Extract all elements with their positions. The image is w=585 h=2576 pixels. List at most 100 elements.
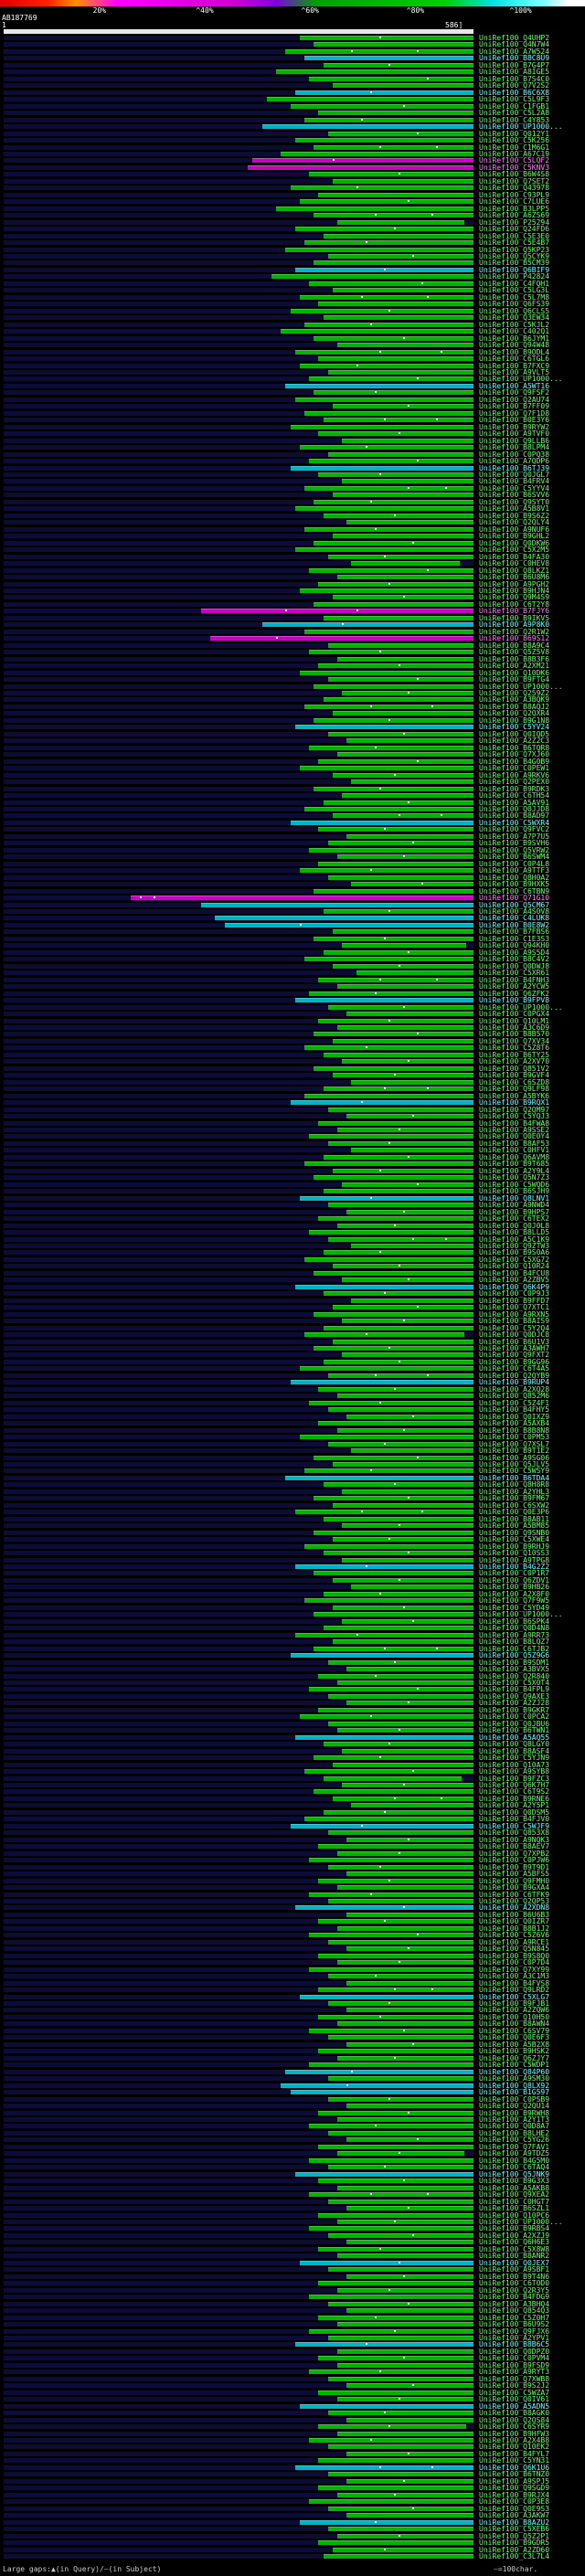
hit-label[interactable]: UniRef100_A5AV91: [479, 798, 550, 807]
hit-label[interactable]: UniRef100_Q43978: [479, 184, 550, 193]
hit-label[interactable]: UniRef100_B9ODL4: [479, 347, 550, 356]
hit-label[interactable]: UniRef100_B9S0A6: [479, 1248, 550, 1257]
hit-label[interactable]: UniRef100_A5BFS5: [479, 1870, 550, 1879]
hit-label[interactable]: UniRef100_B8AGK0: [479, 2409, 550, 2418]
alignment-bar[interactable]: [346, 2137, 473, 2143]
hit-label[interactable]: UniRef100_A9TTF3: [479, 866, 550, 875]
hit-label[interactable]: UniRef100_B9FPV8: [479, 996, 550, 1005]
alignment-bar[interactable]: [346, 1667, 473, 1672]
hit-label[interactable]: UniRef100_C5X2M5: [479, 546, 550, 555]
hit-label[interactable]: UniRef100_C5WDP1: [479, 2061, 550, 2070]
hit-label[interactable]: UniRef100_B4FNH3: [479, 975, 550, 984]
hit-label[interactable]: UniRef100_Q10EK2: [479, 2443, 550, 2452]
alignment-bar[interactable]: [318, 1953, 473, 1958]
hit-label[interactable]: UniRef100_B0E8W2: [479, 920, 550, 929]
hit-label[interactable]: UniRef100_B9HPS7: [479, 1207, 550, 1216]
hit-label[interactable]: UniRef100_C0PJW6: [479, 1856, 550, 1865]
alignment-bar[interactable]: [314, 540, 473, 546]
hit-label[interactable]: UniRef100_Q0DJC8: [479, 1330, 550, 1340]
hit-label[interactable]: UniRef100_Q5N7Z3: [479, 1173, 550, 1182]
hit-label[interactable]: UniRef100_UP1000...: [479, 122, 563, 132]
hit-label[interactable]: UniRef100_Q9FMH0: [479, 1876, 550, 1885]
hit-label[interactable]: UniRef100_B9RBS4: [479, 2224, 550, 2233]
hit-label[interactable]: UniRef100_B4FCU8: [479, 1268, 550, 1277]
alignment-bar[interactable]: [332, 1038, 473, 1044]
alignment-bar[interactable]: [303, 1769, 473, 1775]
hit-label[interactable]: UniRef100_Q6ZDV1: [479, 1575, 550, 1585]
alignment-bar[interactable]: [346, 2308, 473, 2314]
hit-label[interactable]: UniRef100_Q4UHP2: [479, 34, 550, 42]
alignment-bar[interactable]: [323, 1189, 473, 1194]
alignment-bar[interactable]: [303, 117, 473, 122]
hit-label[interactable]: UniRef100_Q94W48: [479, 341, 550, 350]
hit-label[interactable]: UniRef100_C5YD49: [479, 1603, 550, 1612]
alignment-bar[interactable]: [336, 1680, 473, 1685]
alignment-bar[interactable]: [314, 1612, 473, 1617]
hit-label[interactable]: UniRef100_A2Y5P1: [479, 1801, 550, 1810]
hit-label[interactable]: UniRef100_B7S4C0: [479, 74, 550, 83]
alignment-bar[interactable]: [342, 943, 467, 949]
hit-label[interactable]: UniRef100_C0PCA2: [479, 1712, 550, 1722]
alignment-bar[interactable]: [336, 2362, 473, 2368]
alignment-bar[interactable]: [318, 356, 473, 362]
alignment-bar[interactable]: [323, 1776, 463, 1781]
hit-label[interactable]: UniRef100_Q2R1W2: [479, 627, 550, 636]
alignment-bar[interactable]: [290, 1653, 473, 1659]
alignment-bar[interactable]: [323, 615, 473, 620]
alignment-bar[interactable]: [130, 896, 473, 901]
hit-label[interactable]: UniRef100_C6SZD8: [479, 1077, 550, 1087]
alignment-bar[interactable]: [309, 172, 473, 177]
alignment-bar[interactable]: [351, 1448, 473, 1454]
hit-label[interactable]: UniRef100_B6TY25: [479, 1050, 550, 1059]
alignment-bar[interactable]: [351, 882, 473, 887]
alignment-bar[interactable]: [290, 186, 473, 191]
alignment-bar[interactable]: [294, 506, 473, 512]
alignment-bar[interactable]: [346, 520, 473, 525]
hit-label[interactable]: UniRef100_A9TVF0: [479, 429, 550, 439]
alignment-bar[interactable]: [303, 1468, 473, 1474]
hit-label[interactable]: UniRef100_B4FHY5: [479, 1405, 550, 1415]
alignment-bar[interactable]: [318, 2049, 473, 2054]
hit-label[interactable]: UniRef100_B9FSD9: [479, 2360, 550, 2369]
alignment-bar[interactable]: [323, 1551, 473, 1556]
hit-label[interactable]: UniRef100_Q9XEA2: [479, 2190, 550, 2200]
hit-label[interactable]: UniRef100_P25294: [479, 217, 550, 227]
hit-label[interactable]: UniRef100_Q8LGY0: [479, 1740, 550, 1749]
hit-label[interactable]: UniRef100_A5AXB4: [479, 1419, 550, 1428]
alignment-bar[interactable]: [327, 2472, 473, 2477]
alignment-bar[interactable]: [294, 1632, 473, 1638]
alignment-bar[interactable]: [303, 1045, 473, 1051]
hit-label[interactable]: UniRef100_C0PSB9: [479, 2094, 550, 2104]
alignment-bar[interactable]: [342, 793, 473, 799]
hit-label[interactable]: UniRef100_B8AQJ2: [479, 702, 550, 711]
hit-label[interactable]: UniRef100_Q9SGD9: [479, 2484, 550, 2493]
hit-label[interactable]: UniRef100_B9RNE6: [479, 1794, 550, 1803]
alignment-bar[interactable]: [299, 363, 473, 368]
hit-label[interactable]: UniRef100_A2XDN8: [479, 1903, 550, 1913]
hit-label[interactable]: UniRef100_B9S2J2: [479, 2381, 550, 2390]
hit-label[interactable]: UniRef100_B9T9D1: [479, 1862, 550, 1871]
alignment-bar[interactable]: [299, 36, 473, 40]
alignment-bar[interactable]: [285, 247, 473, 252]
hit-label[interactable]: UniRef100_Q5KP23: [479, 245, 550, 254]
hit-label[interactable]: UniRef100_C0P7D4: [479, 1958, 550, 1967]
alignment-bar[interactable]: [309, 2369, 473, 2375]
alignment-bar[interactable]: [332, 1305, 473, 1310]
alignment-bar[interactable]: [294, 90, 473, 95]
alignment-bar[interactable]: [318, 1673, 473, 1679]
hit-label[interactable]: UniRef100_Q8LX92: [479, 2081, 550, 2090]
alignment-bar[interactable]: [346, 1912, 473, 1917]
hit-label[interactable]: UniRef100_A3C1M3: [479, 1972, 550, 1981]
alignment-bar[interactable]: [303, 1332, 464, 1338]
alignment-bar[interactable]: [266, 97, 473, 102]
hit-label[interactable]: UniRef100_A5B2X8: [479, 2040, 550, 2049]
alignment-bar[interactable]: [336, 2055, 473, 2061]
alignment-bar[interactable]: [332, 1502, 473, 1508]
alignment-bar[interactable]: [294, 547, 473, 553]
alignment-bar[interactable]: [314, 601, 473, 607]
hit-label[interactable]: UniRef100_Q7F9W5: [479, 1596, 550, 1606]
alignment-bar[interactable]: [332, 1639, 473, 1645]
hit-label[interactable]: UniRef100_C93PL9: [479, 190, 550, 199]
hit-label[interactable]: UniRef100_B7G4P7: [479, 60, 550, 69]
hit-label[interactable]: UniRef100_Q5JNK9: [479, 2169, 550, 2178]
